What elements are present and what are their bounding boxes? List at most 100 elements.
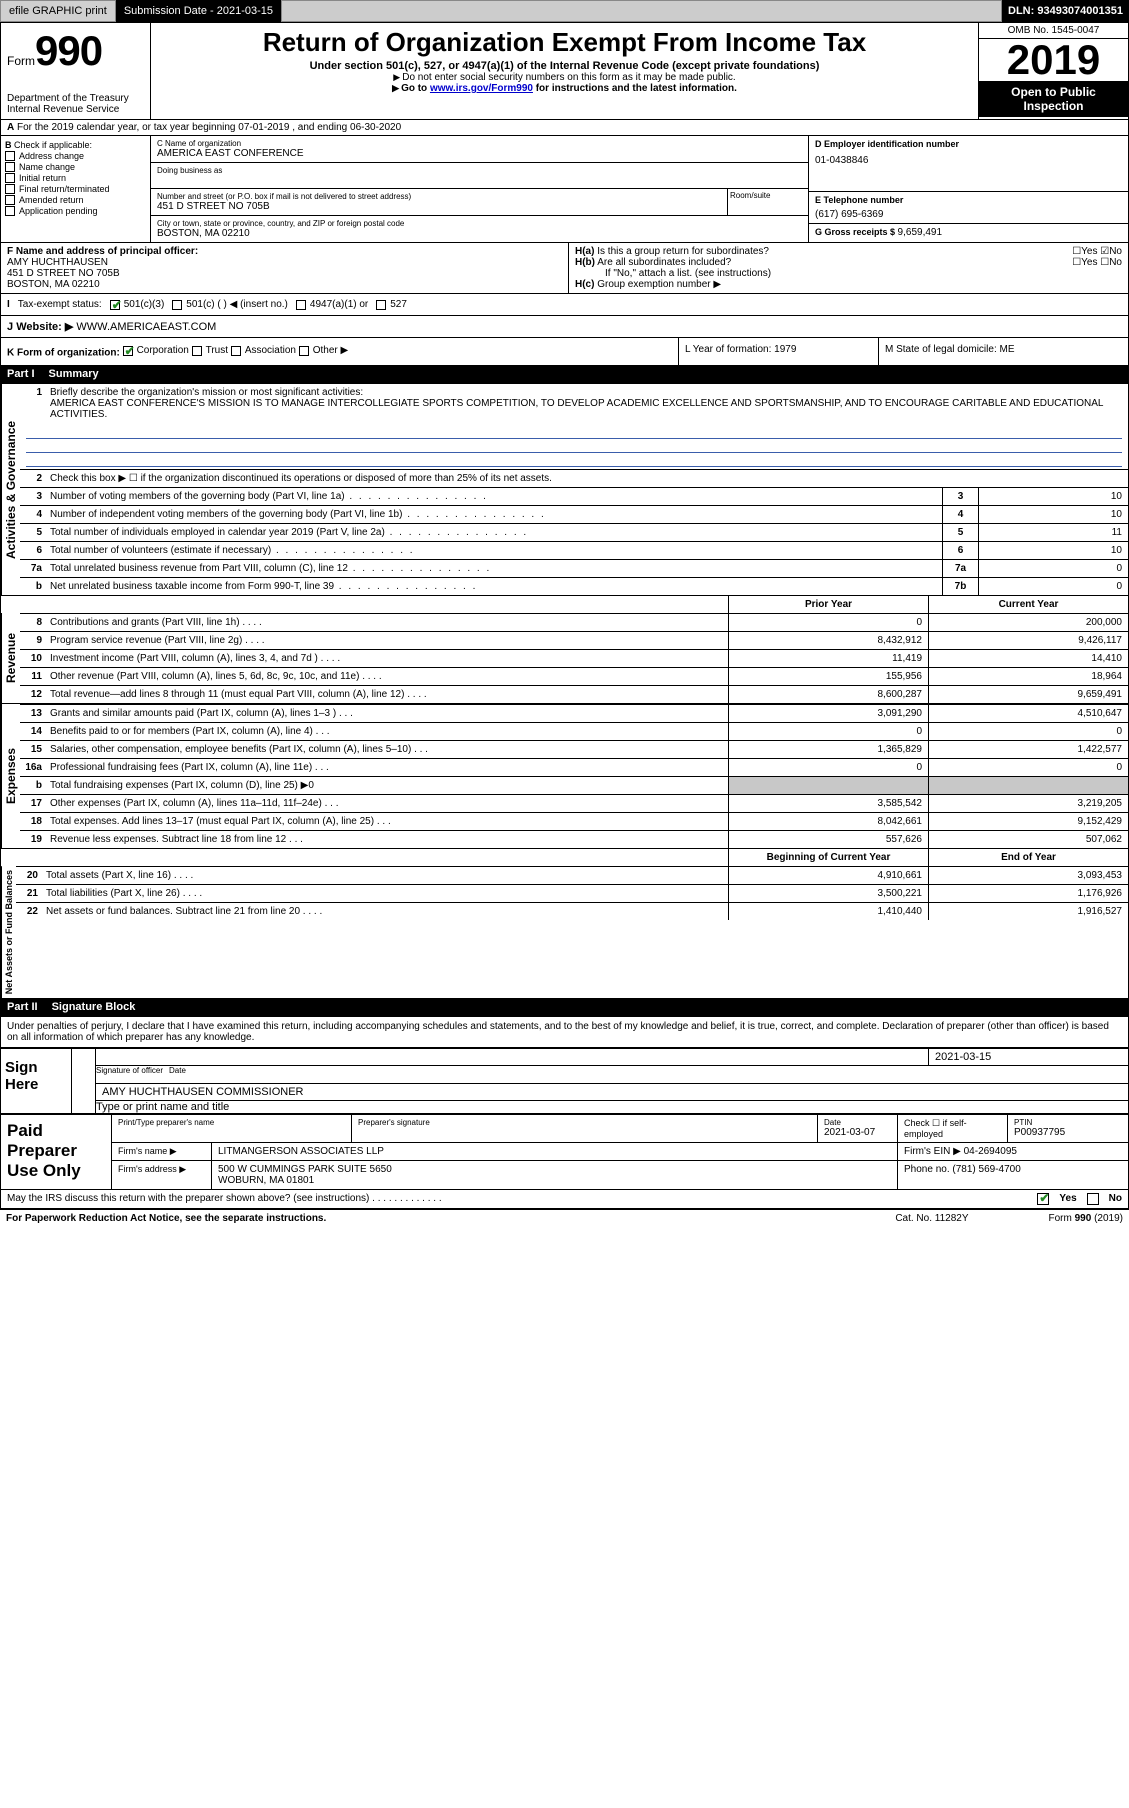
goto-pre: Go to: [401, 83, 430, 94]
chk-4947[interactable]: 4947(a)(1) or: [296, 299, 368, 310]
l7b-key: 7b: [942, 578, 978, 595]
p1-revenue: Revenue 8Contributions and grants (Part …: [1, 613, 1128, 703]
officer-addr1: 451 D STREET NO 705B: [7, 268, 562, 279]
sig-officer-label: Signature of officer: [96, 1066, 163, 1075]
chk-other[interactable]: Other ▶: [299, 345, 348, 356]
table-row: 18Total expenses. Add lines 13–17 (must …: [20, 812, 1128, 830]
firm-addr-label: Firm's address ▶: [112, 1161, 212, 1189]
dba-label: Doing business as: [157, 166, 802, 175]
prep-date: 2021-03-07: [824, 1127, 891, 1138]
chk-amended[interactable]: Amended return: [5, 195, 146, 205]
website-value: WWW.AMERICAEAST.COM: [76, 321, 216, 333]
paid-label: Paid Preparer Use Only: [1, 1115, 111, 1189]
l3-val: 10: [978, 488, 1128, 505]
l6-text: Total number of volunteers (estimate if …: [46, 542, 942, 559]
row-a-period: A For the 2019 calendar year, or tax yea…: [1, 119, 1128, 135]
row-i: I Tax-exempt status: 501(c)(3) 501(c) ( …: [1, 293, 1128, 315]
part1-title: Summary: [49, 368, 99, 380]
top-toolbar: efile GRAPHIC print Submission Date - 20…: [0, 0, 1129, 22]
addr-label: Number and street (or P.O. box if mail i…: [157, 192, 721, 201]
l7b-val: 0: [978, 578, 1128, 595]
table-row: 13Grants and similar amounts paid (Part …: [20, 704, 1128, 722]
gross-label: G Gross receipts $: [815, 227, 898, 237]
chk-name-change[interactable]: Name change: [5, 162, 146, 172]
chk-address-change[interactable]: Address change: [5, 151, 146, 161]
self-employed-check[interactable]: Check ☐ if self-employed: [898, 1115, 1008, 1142]
l5-key: 5: [942, 524, 978, 541]
table-row: 12Total revenue—add lines 8 through 11 (…: [20, 685, 1128, 703]
form-outer: Form 990 Department of the Treasury Inte…: [0, 22, 1129, 1209]
discuss-text: May the IRS discuss this return with the…: [7, 1193, 369, 1204]
table-row: 11Other revenue (Part VIII, column (A), …: [20, 667, 1128, 685]
hc-text: Group exemption number: [597, 279, 710, 290]
col-d: D Employer identification number 01-0438…: [808, 136, 1128, 242]
table-row: 10Investment income (Part VIII, column (…: [20, 649, 1128, 667]
col-b: B Check if applicable: Address change Na…: [1, 136, 151, 242]
irs-link[interactable]: www.irs.gov/Form990: [430, 83, 533, 94]
l6-val: 10: [978, 542, 1128, 559]
chk-final-return[interactable]: Final return/terminated: [5, 184, 146, 194]
firm-phone: (781) 569-4700: [952, 1164, 1020, 1175]
paid-preparer: Paid Preparer Use Only Print/Type prepar…: [1, 1113, 1128, 1189]
org-name: AMERICA EAST CONFERENCE: [157, 148, 802, 159]
hb-note: If "No," attach a list. (see instruction…: [575, 268, 1122, 279]
row-j: J Website: ▶ WWW.AMERICAEAST.COM: [1, 315, 1128, 337]
row-f-h: F Name and address of principal officer:…: [1, 242, 1128, 293]
l3-text: Number of voting members of the governin…: [46, 488, 942, 505]
vtab-revenue: Revenue: [1, 613, 20, 703]
firm-phone-label: Phone no.: [904, 1164, 950, 1175]
discuss-no-check[interactable]: [1087, 1193, 1099, 1205]
chk-501c3[interactable]: 501(c)(3): [110, 299, 165, 310]
phone-value: (617) 695-6369: [815, 209, 1122, 220]
chk-527[interactable]: 527: [376, 299, 407, 310]
chk-initial-return[interactable]: Initial return: [5, 173, 146, 183]
chk-501c[interactable]: 501(c) ( ) ◀ (insert no.): [172, 299, 288, 310]
dept-line2: Internal Revenue Service: [7, 104, 144, 115]
part2-header: Part II Signature Block: [1, 998, 1128, 1016]
l3-key: 3: [942, 488, 978, 505]
hdr-boy: Beginning of Current Year: [728, 849, 928, 866]
phone-label: E Telephone number: [815, 195, 1122, 205]
ssn-notice: Do not enter social security numbers on …: [161, 72, 968, 83]
vtab-activities: Activities & Governance: [1, 384, 20, 595]
website-label: Website: ▶: [16, 321, 73, 333]
year-formation: L Year of formation: 1979: [678, 338, 878, 365]
ein-label: D Employer identification number: [815, 139, 1122, 149]
boy-eoy-hdr: Beginning of Current Year End of Year: [1, 848, 1128, 866]
firm-ein: 04-2694095: [964, 1146, 1017, 1157]
chk-trust[interactable]: Trust: [192, 345, 228, 356]
b-label: Check if applicable:: [14, 140, 92, 150]
firm-ein-label: Firm's EIN ▶: [904, 1146, 961, 1157]
efile-button[interactable]: efile GRAPHIC print: [0, 0, 116, 22]
prep-sig-label: Preparer's signature: [358, 1118, 811, 1127]
l4-key: 4: [942, 506, 978, 523]
l7b-text: Net unrelated business taxable income fr…: [46, 578, 942, 595]
mission-rule-lines: [20, 423, 1128, 469]
chk-assoc[interactable]: Association: [231, 345, 296, 356]
chk-app-pending[interactable]: Application pending: [5, 206, 146, 216]
row-k: K Form of organization: Corporation Trus…: [1, 337, 1128, 365]
table-row: 20Total assets (Part X, line 16) . . . .…: [16, 866, 1128, 884]
gross-value: 9,659,491: [898, 227, 943, 238]
officer-addr2: BOSTON, MA 02210: [7, 279, 562, 290]
l5-text: Total number of individuals employed in …: [46, 524, 942, 541]
l7a-key: 7a: [942, 560, 978, 577]
hb-text: Are all subordinates included?: [597, 257, 731, 268]
part2-num: Part II: [7, 1001, 38, 1013]
hdr-eoy: End of Year: [928, 849, 1128, 866]
name-title-label: Type or print name and title: [96, 1101, 1128, 1113]
submission-date: Submission Date - 2021-03-15: [116, 0, 281, 22]
officer-name: AMY HUCHTHAUSEN: [7, 257, 562, 268]
vtab-netassets: Net Assets or Fund Balances: [1, 866, 16, 998]
bottom-row: For Paperwork Reduction Act Notice, see …: [0, 1209, 1129, 1227]
table-row: 19Revenue less expenses. Subtract line 1…: [20, 830, 1128, 848]
yes-label: Yes: [1059, 1193, 1076, 1204]
room-suite: Room/suite: [728, 189, 808, 215]
tax-exempt-label: Tax-exempt status:: [18, 299, 102, 310]
p1-netassets: Net Assets or Fund Balances 20Total asse…: [1, 866, 1128, 998]
form-prefix: Form: [7, 54, 35, 68]
section-bcd: B Check if applicable: Address change Na…: [1, 135, 1128, 242]
discuss-yes-check[interactable]: [1037, 1193, 1049, 1205]
chk-corp[interactable]: Corporation: [123, 345, 189, 356]
part2-title: Signature Block: [52, 1001, 136, 1013]
